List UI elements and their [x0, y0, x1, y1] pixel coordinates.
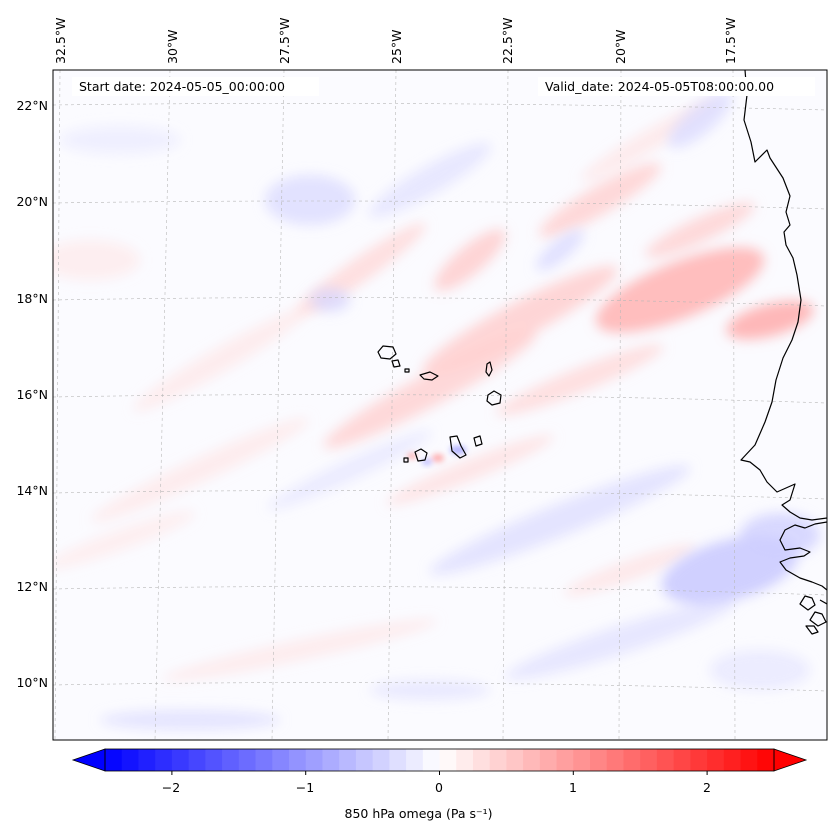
lon-label-17-5w: 17.5°W — [723, 17, 738, 64]
guinea-bissau-coastline — [799, 595, 827, 635]
colorbar-cell — [472, 749, 491, 771]
colorbar-cell — [556, 749, 574, 771]
colorbar-cell — [372, 749, 390, 771]
map-panel — [53, 70, 827, 740]
colorbar-cell — [205, 749, 223, 771]
colorbar-cell — [272, 749, 290, 771]
cape-verde-sao-nicolau — [419, 371, 439, 381]
colorbar-cell — [422, 749, 441, 771]
colorbar-cells — [105, 749, 775, 771]
colorbar-min-extension — [71, 748, 106, 772]
lat-label-10n: 10°N — [16, 675, 48, 690]
colorbar-cell — [757, 749, 775, 771]
colorbar-cell — [539, 749, 558, 771]
colorbar-cell — [740, 749, 758, 771]
lat-label-12n: 12°N — [16, 579, 48, 594]
colorbar-cell — [656, 749, 675, 771]
colorbar-tick-label-2: 2 — [703, 780, 711, 795]
cape-verde-maio — [473, 435, 483, 447]
lon-label-27-5w: 27.5°W — [277, 17, 292, 64]
lat-label-14n: 14°N — [16, 483, 48, 498]
colorbar-tick-marks — [171, 771, 708, 775]
colorbar-cell — [255, 749, 273, 771]
colorbar-tick-label-neg1: −1 — [295, 780, 315, 795]
map-frame — [52, 69, 828, 741]
colorbar-cell — [456, 749, 474, 771]
omega-field — [53, 92, 820, 730]
colorbar-tick-label-0: 0 — [435, 780, 443, 795]
colorbar-cell — [523, 749, 541, 771]
start-date-label: Start date: 2024-05-05_00:00:00 — [72, 77, 319, 96]
colorbar-cell — [188, 749, 206, 771]
colorbar-tick-label-1: 1 — [569, 780, 577, 795]
lon-label-25w: 25°W — [389, 29, 404, 64]
lon-label-32-5w: 32.5°W — [53, 17, 68, 64]
colorbar-max-extension — [773, 748, 808, 772]
lon-label-30w: 30°W — [165, 29, 180, 64]
colorbar-cell — [707, 749, 725, 771]
colorbar-cell — [690, 749, 708, 771]
colorbar-cell — [222, 749, 240, 771]
colorbar-label: 850 hPa omega (Pa s⁻¹) — [344, 806, 493, 821]
cape-verde-santiago — [449, 435, 467, 459]
colorbar-cell — [339, 749, 357, 771]
valid-date-label: Valid_date: 2024-05-05T08:00:00.00 — [538, 77, 815, 96]
colorbar-cell — [322, 749, 340, 771]
colorbar-cell — [439, 749, 457, 771]
colorbar-cell — [506, 749, 524, 771]
colorbar-cell — [723, 749, 742, 771]
lat-label-20n: 20°N — [16, 194, 48, 209]
colorbar-cell — [640, 749, 658, 771]
colorbar-cell — [389, 749, 407, 771]
cape-verde-boa-vista — [486, 390, 502, 406]
colorbar-cell — [155, 749, 173, 771]
lat-label-18n: 18°N — [16, 291, 48, 306]
colorbar-cell — [121, 749, 139, 771]
negative-omega-areas — [60, 92, 820, 730]
colorbar-cell — [406, 749, 424, 771]
cape-verde-fogo — [414, 448, 428, 462]
cape-verde-brava — [403, 457, 409, 463]
coastlines — [377, 70, 827, 635]
cape-verde-santo-antao — [377, 345, 397, 360]
cape-verde-sal — [485, 361, 493, 377]
lat-label-22n: 22°N — [16, 98, 48, 113]
colorbar-cell — [171, 749, 190, 771]
colorbar-cell — [238, 749, 257, 771]
colorbar-cell — [673, 749, 691, 771]
colorbar-cell — [590, 749, 608, 771]
colorbar-cell — [606, 749, 624, 771]
colorbar-cell — [489, 749, 507, 771]
gambia-coastline — [779, 521, 827, 591]
graticule — [53, 70, 827, 740]
colorbar-cell — [288, 749, 307, 771]
colorbar-cell — [105, 749, 123, 771]
lat-label-16n: 16°N — [16, 387, 48, 402]
colorbar-cell — [305, 749, 323, 771]
colorbar-cell — [138, 749, 156, 771]
cape-verde-sao-vicente — [391, 359, 401, 368]
colorbar-cell — [573, 749, 591, 771]
colorbar — [71, 748, 808, 775]
colorbar-cell — [355, 749, 374, 771]
cape-verde-santa-luzia — [404, 368, 410, 373]
colorbar-cell — [623, 749, 641, 771]
lon-label-20w: 20°W — [613, 29, 628, 64]
africa-coastline — [740, 70, 827, 521]
positive-omega-areas — [53, 99, 814, 681]
colorbar-tick-label-neg2: −2 — [161, 780, 181, 795]
lon-label-22-5w: 22.5°W — [500, 17, 515, 64]
